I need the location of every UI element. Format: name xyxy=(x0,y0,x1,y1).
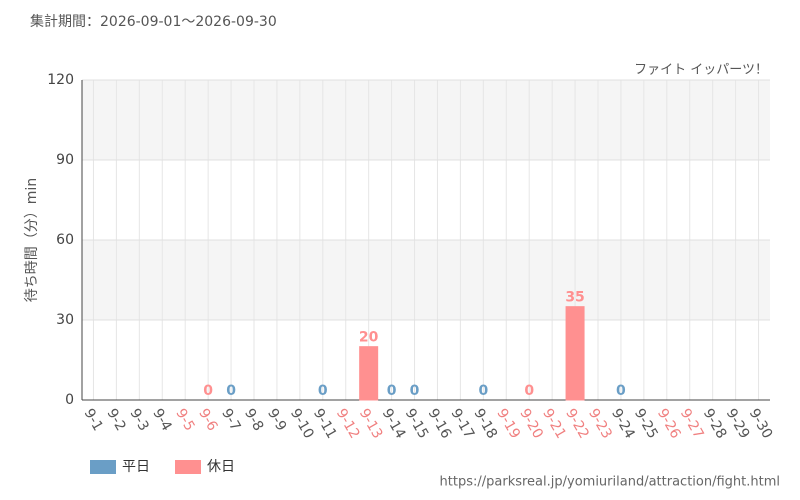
data-label: 0 xyxy=(226,383,236,399)
x-tick-label: 9-23 xyxy=(585,406,615,442)
x-tick-label: 9-10 xyxy=(287,406,317,442)
x-tick-label: 9-14 xyxy=(379,406,409,442)
data-label: 0 xyxy=(318,383,328,399)
x-tick-label: 9-22 xyxy=(562,406,592,442)
x-tick-label: 9-28 xyxy=(700,406,730,442)
x-tick-label: 9-2 xyxy=(103,406,128,434)
bar xyxy=(565,306,585,401)
x-tick-label: 9-4 xyxy=(149,406,174,434)
legend-swatch xyxy=(90,460,116,474)
x-tick-label: 9-17 xyxy=(447,406,477,442)
x-tick-label: 9-8 xyxy=(241,406,266,434)
x-tick-label: 9-1 xyxy=(81,406,106,434)
x-tick-label: 9-16 xyxy=(425,406,455,442)
data-label: 0 xyxy=(203,383,213,399)
y-tick-label: 120 xyxy=(47,72,74,88)
x-tick-label: 9-3 xyxy=(126,406,151,434)
bar xyxy=(359,346,379,401)
legend-swatch xyxy=(175,460,201,474)
x-tick-label: 9-15 xyxy=(402,406,432,442)
x-tick-label: 9-30 xyxy=(746,406,776,442)
y-tick-label: 60 xyxy=(56,232,74,248)
x-tick-label: 9-13 xyxy=(356,406,386,442)
data-label: 0 xyxy=(616,383,626,399)
data-label: 0 xyxy=(387,383,397,399)
x-tick-label: 9-19 xyxy=(493,406,523,442)
x-tick-label: 9-12 xyxy=(333,406,363,442)
source-url: https://parksreal.jp/yomiuriland/attract… xyxy=(440,475,780,490)
grid-band xyxy=(82,80,770,160)
data-label: 20 xyxy=(359,330,379,346)
x-tick-label: 9-25 xyxy=(631,406,661,442)
data-label: 35 xyxy=(565,290,584,306)
x-tick-label: 9-18 xyxy=(470,406,500,442)
data-label: 0 xyxy=(410,383,420,399)
x-tick-label: 9-9 xyxy=(264,406,289,434)
x-tick-label: 9-27 xyxy=(677,406,707,442)
legend-label: 平日 xyxy=(122,459,150,475)
y-tick-label: 30 xyxy=(56,312,74,328)
x-tick-label: 9-6 xyxy=(195,406,220,434)
data-label: 0 xyxy=(478,383,488,399)
annotation: ファイト イッパーツ！ xyxy=(634,63,768,78)
grid-band xyxy=(82,240,770,320)
x-tick-label: 9-11 xyxy=(310,406,340,442)
x-tick-label: 9-26 xyxy=(654,406,684,442)
x-tick-label: 9-5 xyxy=(172,406,197,434)
y-axis-label: 待ち時間（分）min xyxy=(24,178,40,302)
data-label: 0 xyxy=(524,383,534,399)
y-tick-label: 0 xyxy=(65,392,74,408)
chart-title: 集計期間：2026-09-01～2026-09-30 xyxy=(30,13,277,30)
x-tick-label: 9-29 xyxy=(723,406,753,442)
x-tick-label: 9-20 xyxy=(516,406,546,442)
y-tick-label: 90 xyxy=(56,152,74,168)
legend-label: 休日 xyxy=(207,459,235,475)
x-tick-label: 9-21 xyxy=(539,406,569,442)
x-tick-label: 9-24 xyxy=(608,406,638,442)
x-tick-label: 9-7 xyxy=(218,406,243,434)
